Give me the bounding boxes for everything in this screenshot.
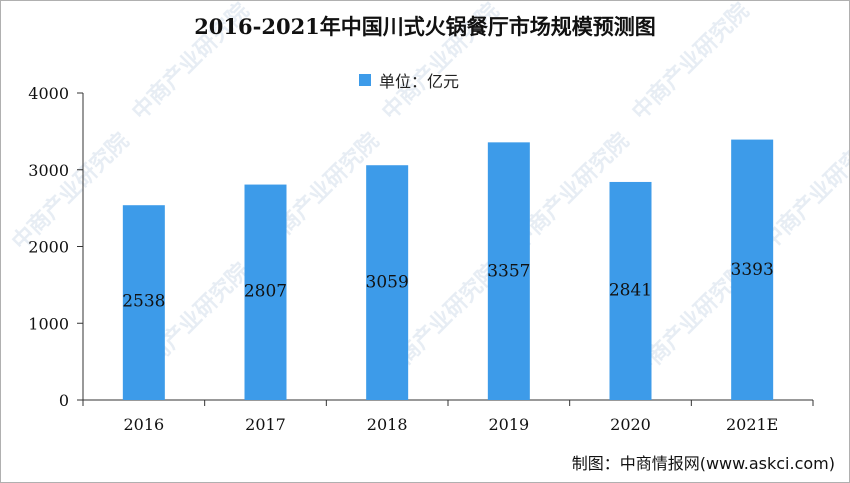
source-note: 制图：中商情报网(www.askci.com) <box>571 454 835 473</box>
y-tick-label: 3000 <box>28 161 69 180</box>
bar <box>487 142 530 400</box>
bar <box>244 184 287 400</box>
x-tick-label: 2021E <box>726 415 778 434</box>
y-tick-label: 4000 <box>28 84 69 103</box>
data-label: 3357 <box>487 261 530 281</box>
bar <box>731 139 774 400</box>
x-tick-label: 2019 <box>488 415 529 434</box>
x-tick-label: 2017 <box>245 415 286 434</box>
data-label: 2841 <box>609 280 652 300</box>
chart-title: 2016-2021年中国川式火锅餐厅市场规模预测图 <box>194 14 656 39</box>
data-label: 2807 <box>244 282 287 302</box>
legend-swatch <box>359 74 371 86</box>
bar <box>122 205 165 400</box>
legend: 单位：亿元 <box>359 69 459 91</box>
y-tick-label: 0 <box>59 391 69 410</box>
bar <box>366 165 409 400</box>
x-tick-label: 2018 <box>367 415 408 434</box>
y-tick-label: 2000 <box>28 238 69 257</box>
data-label: 3393 <box>731 260 774 280</box>
data-label: 3059 <box>366 272 409 292</box>
bar <box>609 181 652 400</box>
y-tick-label: 1000 <box>28 314 69 333</box>
watermark-text: 中商产业研究院 <box>7 128 134 255</box>
x-tick-label: 2020 <box>610 415 651 434</box>
x-tick-label: 2016 <box>123 415 164 434</box>
legend-label: 单位：亿元 <box>379 72 460 91</box>
data-label: 2538 <box>122 292 165 312</box>
